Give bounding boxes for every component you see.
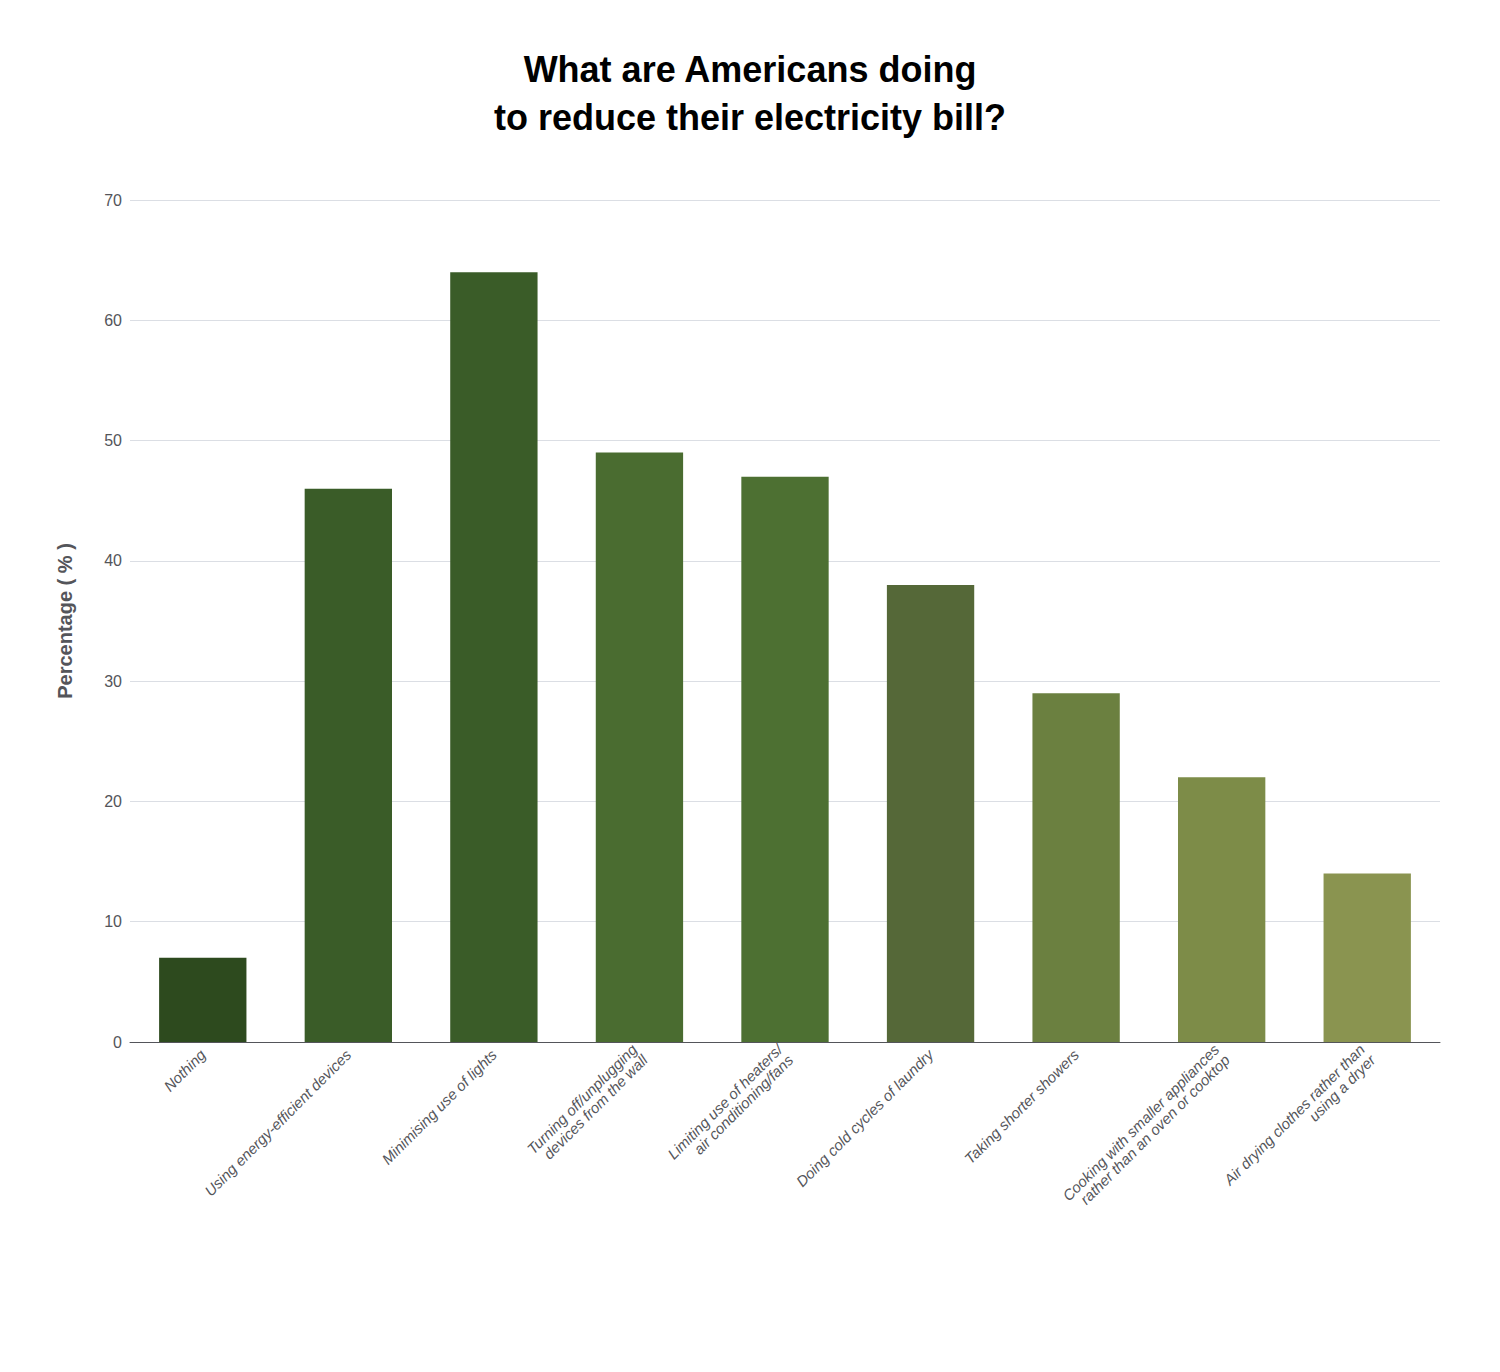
svg-text:Minimising use of lights: Minimising use of lights [378,1046,500,1168]
svg-text:10: 10 [104,913,122,930]
svg-text:Percentage ( % ): Percentage ( % ) [54,543,76,699]
svg-text:Using energy-efficient devices: Using energy-efficient devices [201,1046,355,1200]
svg-text:50: 50 [104,432,122,449]
svg-text:0: 0 [113,1034,122,1051]
svg-text:30: 30 [104,673,122,690]
svg-text:air conditioning/fans: air conditioning/fans [690,1051,797,1158]
svg-text:to reduce their electricity bi: to reduce their electricity bill? [494,97,1006,138]
svg-text:Limiting use of heaters/: Limiting use of heaters/ [664,1039,787,1162]
svg-text:Cooking with smaller appliance: Cooking with smaller appliances [1059,1040,1223,1204]
svg-text:Taking shorter showers: Taking shorter showers [961,1046,1083,1168]
svg-text:40: 40 [104,552,122,569]
svg-text:60: 60 [104,312,122,329]
svg-text:Nothing: Nothing [160,1046,209,1095]
svg-text:rather than an oven or cooktop: rather than an oven or cooktop [1077,1051,1233,1207]
svg-text:using a dryer: using a dryer [1305,1051,1379,1125]
svg-text:What are Americans doing: What are Americans doing [524,49,977,90]
svg-text:Air drying clothes rather than: Air drying clothes rather than [1220,1041,1368,1189]
svg-text:devices from the wall: devices from the wall [540,1051,651,1162]
svg-text:Turning off/unplugging: Turning off/unplugging [523,1040,640,1157]
svg-text:70: 70 [104,192,122,209]
svg-text:Doing cold cycles of laundry: Doing cold cycles of laundry [793,1045,938,1190]
svg-text:20: 20 [104,793,122,810]
